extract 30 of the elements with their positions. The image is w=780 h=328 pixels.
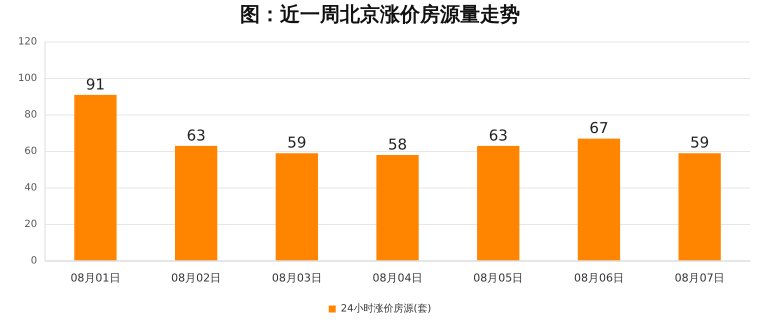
x-tick-label: 08月01日 [70, 271, 120, 284]
x-tick-label: 08月05日 [473, 271, 524, 284]
x-tick-label: 08月02日 [171, 271, 222, 284]
legend-label: 24小时涨价房源(套) [340, 302, 432, 315]
x-tick-label: 08月06日 [574, 271, 624, 284]
y-tick-label: 100 [18, 73, 38, 84]
data-label: 67 [589, 119, 608, 138]
bar [74, 94, 117, 260]
y-tick-label: 40 [24, 182, 38, 194]
bar [578, 138, 620, 260]
bar [376, 155, 419, 260]
x-tick-label: 08月07日 [674, 271, 725, 284]
x-tick-label: 08月03日 [272, 271, 322, 284]
data-label: 59 [287, 134, 306, 152]
data-label: 63 [186, 126, 206, 144]
y-tick-label: 60 [24, 146, 38, 157]
x-tick-label: 08月04日 [372, 271, 423, 284]
y-tick-label: 0 [30, 255, 38, 266]
y-tick-label: 20 [24, 218, 38, 230]
bar [174, 146, 218, 260]
data-label: 63 [488, 126, 508, 144]
chart-title: 图：近一周北京涨价房源量走势 [240, 2, 520, 26]
data-label: 59 [690, 134, 710, 152]
y-tick-label: 120 [18, 36, 38, 48]
data-label: 91 [86, 75, 105, 94]
bar [477, 146, 520, 260]
bar [276, 153, 318, 260]
data-label: 58 [388, 135, 408, 154]
y-tick-label: 80 [24, 110, 38, 121]
bar [678, 153, 721, 260]
